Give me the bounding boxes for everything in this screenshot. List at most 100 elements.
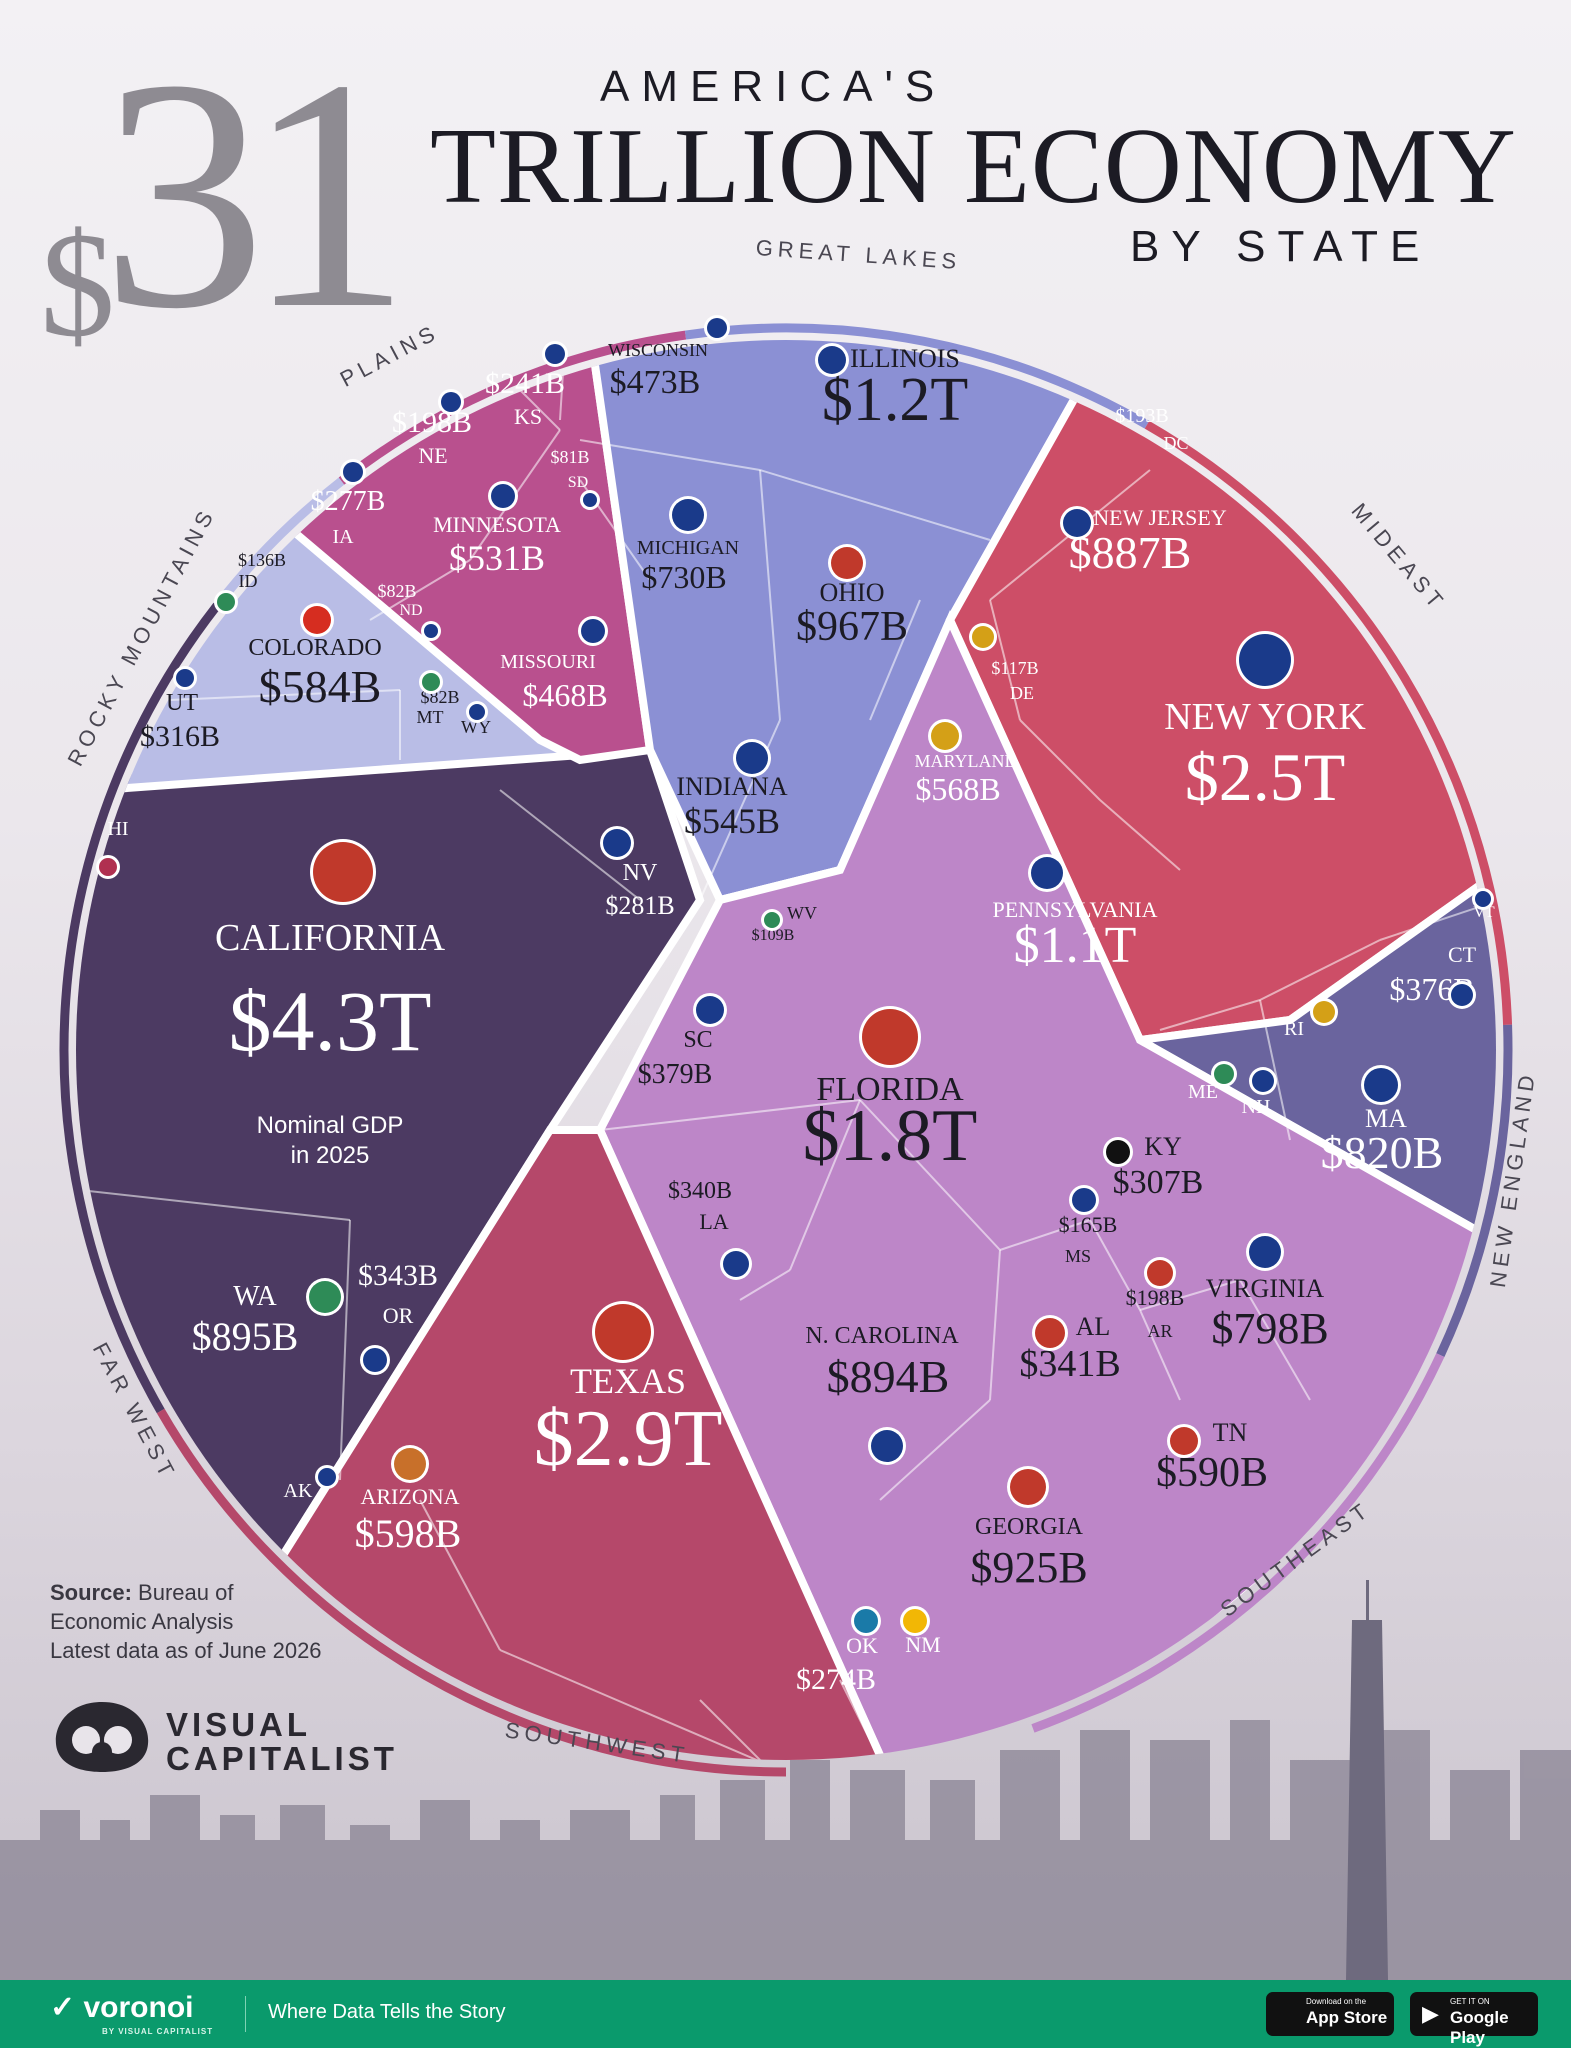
state-name-mt: MT bbox=[417, 707, 444, 727]
state-name-virginia: VIRGINIA bbox=[1206, 1274, 1325, 1303]
state-border-line bbox=[759, 469, 781, 721]
state-flag-seal-icon bbox=[491, 484, 515, 508]
state-border-line bbox=[879, 1399, 991, 1501]
state-name-ak: AK bbox=[284, 1480, 313, 1502]
state-value-california: $4.3T bbox=[228, 973, 431, 1069]
state-name-hi: HI bbox=[107, 818, 128, 840]
source-line-2: Economic Analysis bbox=[50, 1609, 234, 1634]
state-value-arizona: $598B bbox=[355, 1511, 462, 1556]
region-ring-southeast bbox=[1031, 1353, 1445, 1733]
state-value-illinois: $1.2T bbox=[822, 366, 968, 434]
state-value-ohio: $967B bbox=[796, 604, 908, 650]
state-flag-seal-icon bbox=[1252, 1070, 1274, 1092]
state-border-line bbox=[869, 599, 921, 721]
state-value-ar: $198B bbox=[1126, 1285, 1185, 1310]
state-flag-seal-icon bbox=[723, 1251, 749, 1277]
state-border-line bbox=[169, 689, 401, 701]
region-ring-great-lakes bbox=[684, 323, 1150, 429]
state-flag-seal-icon bbox=[1035, 1318, 1065, 1348]
voronoi-logo[interactable]: ✓ voronoi bbox=[50, 1990, 193, 2025]
state-name-georgia: GEORGIA bbox=[975, 1514, 1084, 1540]
state-name-california: CALIFORNIA bbox=[215, 917, 446, 959]
state-flag-seal-icon bbox=[469, 704, 485, 720]
state-name-nv: NV bbox=[623, 860, 658, 886]
state-border-line bbox=[339, 1219, 351, 1481]
state-border-line bbox=[1089, 1219, 1141, 1311]
state-name-ne: NE bbox=[418, 443, 447, 468]
state-value-or: $343B bbox=[358, 1259, 438, 1292]
state-border-line bbox=[739, 1269, 791, 1301]
state-value-nv: $281B bbox=[605, 891, 674, 920]
state-value-texas: $2.9T bbox=[534, 1395, 723, 1483]
state-value-ok: $274B bbox=[796, 1663, 876, 1696]
state-name-or: OR bbox=[383, 1303, 414, 1328]
state-name-me: ME bbox=[1188, 1081, 1218, 1103]
play-icon: ▶ bbox=[1422, 2001, 1439, 2026]
state-border-line bbox=[79, 1189, 351, 1221]
state-name-tn: TN bbox=[1213, 1418, 1248, 1447]
state-flag-seal-icon bbox=[583, 493, 597, 507]
state-flag-seal-icon bbox=[1313, 1001, 1335, 1023]
google-play-button[interactable]: ▶ GET IT ON Google Play bbox=[1410, 1992, 1538, 2047]
state-border-line bbox=[419, 1499, 501, 1651]
source-label: Source: bbox=[50, 1580, 132, 1605]
visual-capitalist-wordmark: VISUAL CAPITALIST bbox=[166, 1708, 398, 1776]
app-store-button[interactable]: Download on the App Store bbox=[1266, 1992, 1394, 2036]
visual-capitalist-logo-icon bbox=[55, 1702, 149, 1772]
big-number-31: $31 bbox=[40, 30, 411, 369]
state-border-line bbox=[1099, 799, 1181, 871]
app-store-small-text: Download on the bbox=[1306, 1997, 1367, 2006]
state-flag-seal-icon bbox=[1475, 891, 1491, 907]
state-value-de: $117B bbox=[991, 658, 1038, 678]
state-flag-seal-icon bbox=[871, 1430, 903, 1462]
state-flag-seal-icon bbox=[696, 996, 724, 1024]
state-flag-seal-icon bbox=[545, 344, 565, 364]
state-value-wa: $895B bbox=[192, 1314, 299, 1359]
state-value-la: $340B bbox=[668, 1178, 732, 1204]
state-flag-seal-icon bbox=[313, 842, 373, 902]
state-value-georgia: $925B bbox=[970, 1543, 1087, 1592]
state-flag-seal-icon bbox=[581, 619, 605, 643]
state-flag-seal-icon bbox=[736, 742, 768, 774]
state-border-line bbox=[499, 1649, 781, 1760]
state-border-line bbox=[499, 789, 641, 901]
state-name-al: AL bbox=[1076, 1312, 1111, 1341]
region-label-great-lakes: GREAT LAKES bbox=[755, 235, 962, 274]
state-value-nd: $82B bbox=[377, 581, 416, 601]
region-label-mideast: MIDEAST bbox=[1346, 498, 1451, 616]
city-skyline bbox=[0, 1580, 1571, 1980]
state-name-michigan: MICHIGAN bbox=[637, 537, 739, 559]
state-name-texas: TEXAS bbox=[570, 1361, 686, 1401]
state-name-de: DE bbox=[1010, 683, 1034, 703]
voronoi-logo-sub: BY VISUAL CAPITALIST bbox=[102, 2027, 214, 2036]
state-border-line bbox=[369, 559, 471, 621]
state-border-line bbox=[599, 1099, 861, 1131]
state-value-tn: $590B bbox=[1156, 1450, 1268, 1496]
state-name-new-jersey: NEW JERSEY bbox=[1093, 505, 1227, 530]
voronoi-logo-text: voronoi bbox=[83, 1991, 194, 2024]
state-flag-seal-icon bbox=[1147, 1260, 1173, 1286]
state-border-line bbox=[1159, 999, 1261, 1031]
state-name-ri: RI bbox=[1284, 1018, 1304, 1040]
footer-tagline: Where Data Tells the Story bbox=[268, 2001, 506, 2023]
google-play-small-text: GET IT ON bbox=[1450, 1997, 1490, 2006]
state-value-new-york: $2.5T bbox=[1185, 739, 1346, 815]
state-name-maryland: MARYLAND bbox=[914, 751, 1017, 771]
state-name-n-carolina: N. CAROLINA bbox=[805, 1323, 959, 1349]
state-name-ma: MA bbox=[1365, 1104, 1407, 1133]
state-value-pennsylvania: $1.1T bbox=[1014, 917, 1137, 974]
state-name-colorado: COLORADO bbox=[248, 635, 381, 661]
state-name-ohio: OHIO bbox=[820, 578, 885, 607]
voronoi-logo-icon: ✓ bbox=[50, 1991, 76, 2024]
source-note: Source: Bureau of Economic Analysis Late… bbox=[50, 1578, 322, 1665]
state-value-maryland: $568B bbox=[915, 771, 1000, 807]
state-flag-seal-icon bbox=[394, 1448, 426, 1480]
state-flag-seal-icon bbox=[1031, 857, 1063, 889]
state-name-wv: WV bbox=[787, 903, 817, 923]
state-name-id: ID bbox=[239, 571, 258, 591]
state-name-la: LA bbox=[699, 1209, 728, 1234]
state-flag-seal-icon bbox=[422, 673, 440, 691]
state-value-virginia: $798B bbox=[1211, 1304, 1328, 1353]
state-flag-seal-icon bbox=[1239, 634, 1291, 686]
